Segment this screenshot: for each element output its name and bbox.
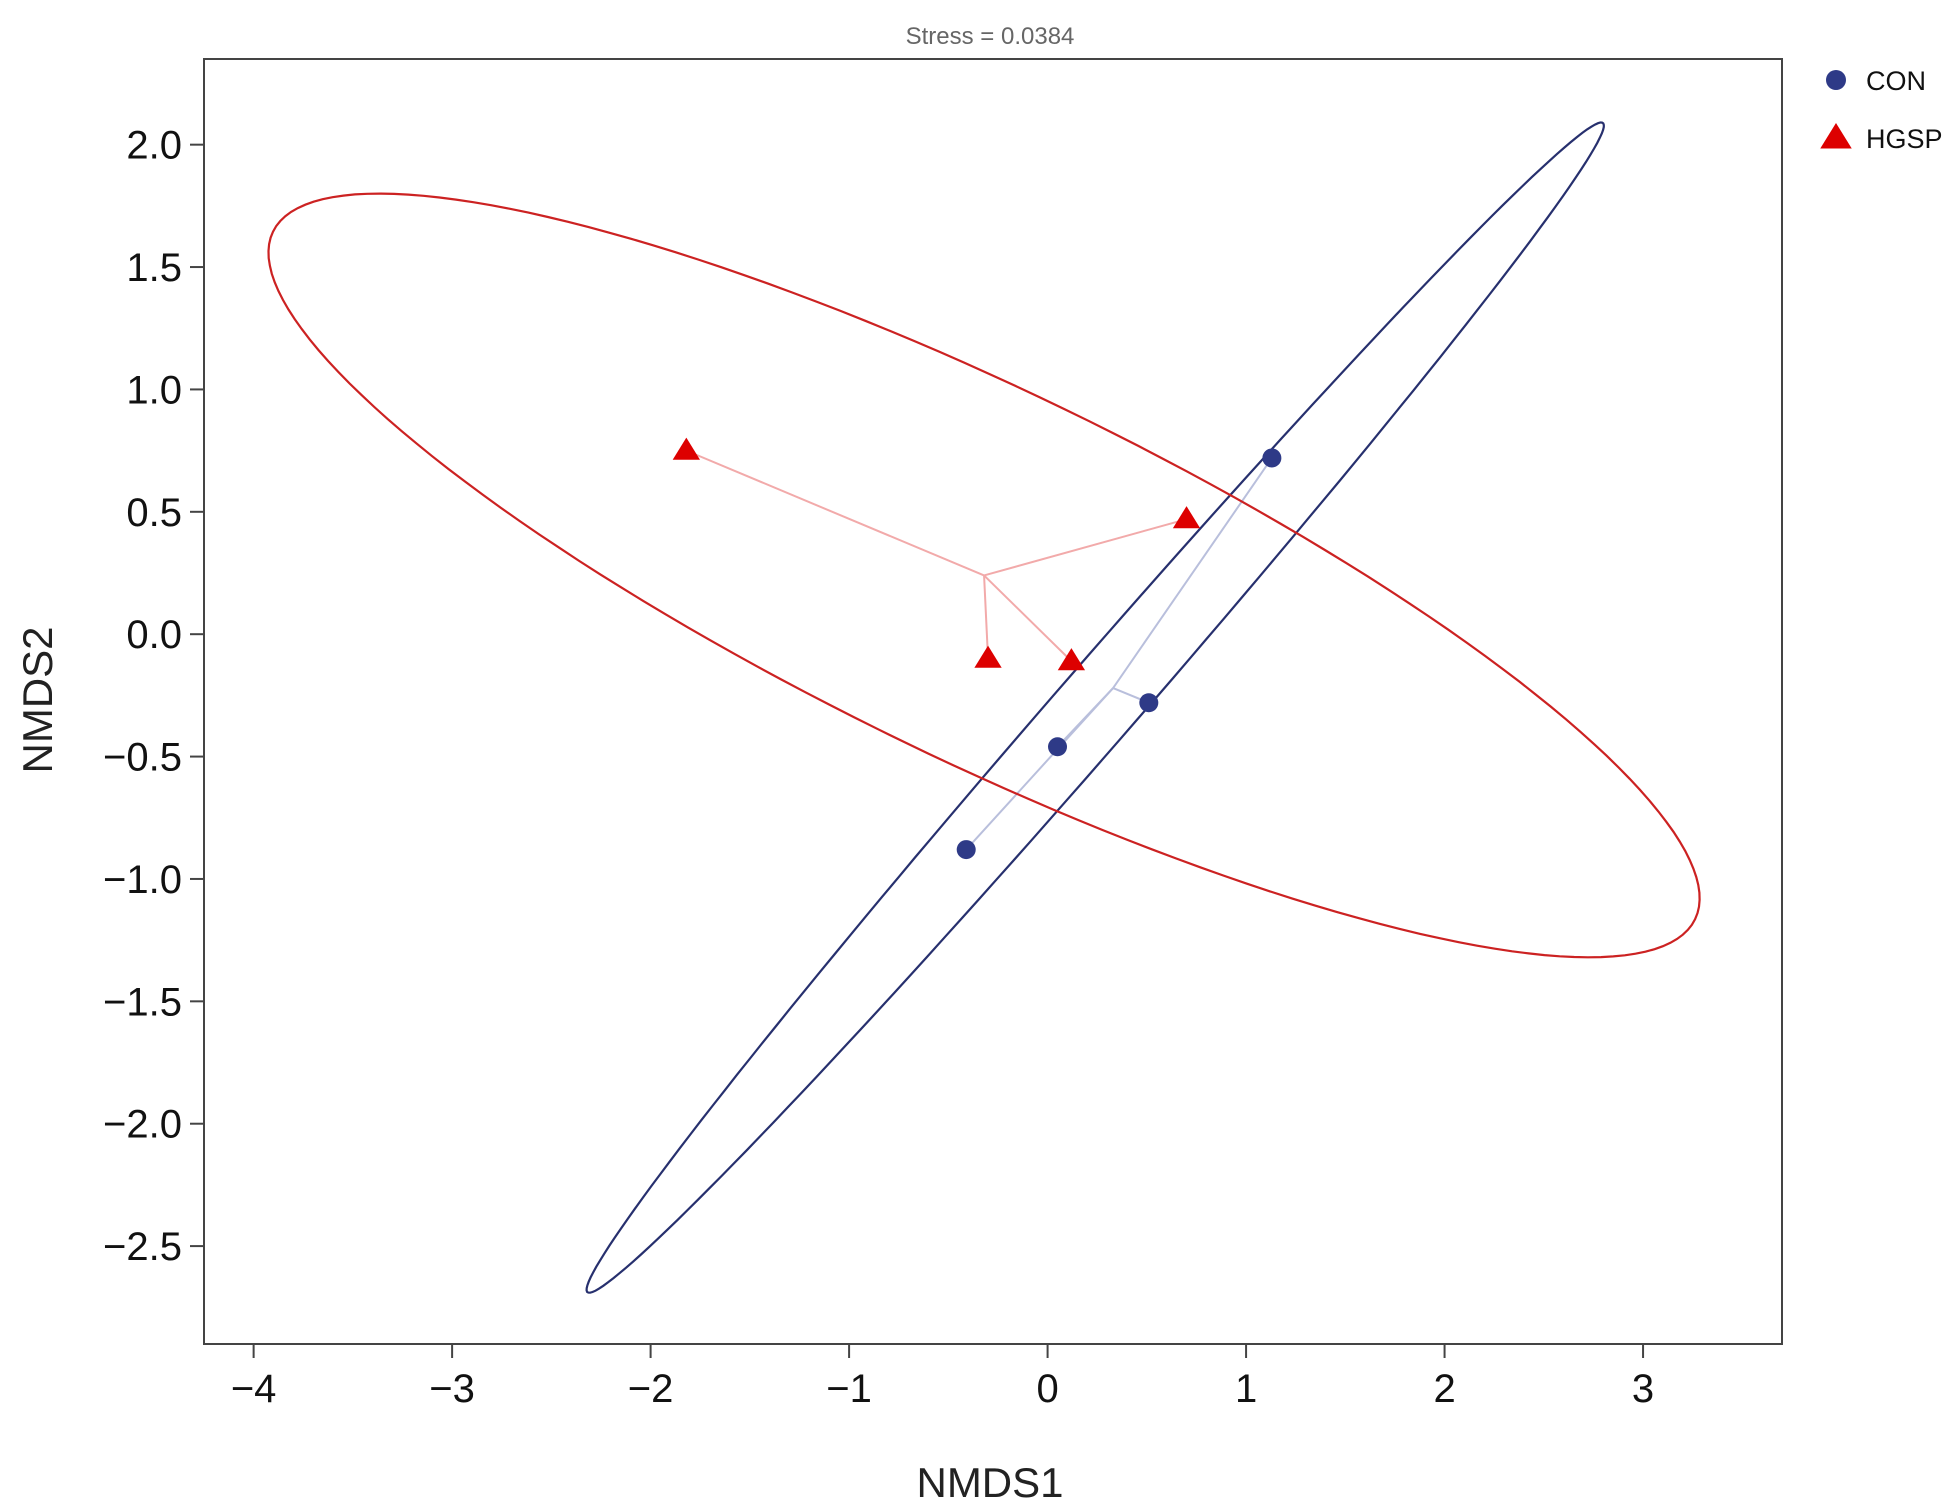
- y-tick-label-0-5: 0.5: [126, 491, 182, 535]
- x-axis-title: NMDS1: [916, 1459, 1063, 1506]
- point-hgsp-2: [1172, 506, 1201, 529]
- plot-frame: [203, 58, 1783, 1345]
- chart-subtitle: Stress = 0.0384: [906, 23, 1075, 50]
- x-tick-label-3: 3: [1632, 1367, 1654, 1411]
- point-hgsp-1: [672, 437, 700, 460]
- point-con-4: [956, 840, 976, 860]
- legend-marker-hgsp: [1820, 123, 1852, 149]
- y-tick-label-2: 2.0: [126, 124, 182, 168]
- x-tick-label--3: −3: [429, 1367, 475, 1411]
- ellipse-con: [585, 121, 1605, 1294]
- point-con-2: [1139, 693, 1159, 713]
- spider-line-hgsp-1: [685, 449, 985, 577]
- y-tick-label-1: 1.0: [126, 368, 182, 412]
- y-tick-label--0-5: −0.5: [103, 736, 182, 780]
- x-tick-label--1: −1: [826, 1367, 872, 1411]
- x-tick-label-0: 0: [1036, 1367, 1058, 1411]
- y-axis-title: NMDS2: [14, 626, 61, 773]
- y-tick-label--2-5: −2.5: [103, 1225, 182, 1269]
- x-tick-label--2: −2: [628, 1367, 674, 1411]
- spider-line-hgsp-3: [983, 575, 990, 659]
- y-tick-label--2: −2.0: [103, 1103, 182, 1147]
- y-tick-label-1-5: 1.5: [126, 246, 182, 290]
- x-tick-label-1: 1: [1235, 1367, 1257, 1411]
- point-con-1: [1262, 448, 1282, 468]
- point-hgsp-4: [1057, 648, 1086, 671]
- legend-label-con: CON: [1866, 66, 1926, 96]
- x-tick-label-2: 2: [1433, 1367, 1455, 1411]
- legend: CON HGSP: [1820, 66, 1943, 154]
- point-con-3: [1048, 737, 1068, 757]
- point-hgsp-3: [974, 645, 1002, 668]
- y-tick-label-0: 0.0: [126, 613, 182, 657]
- legend-marker-con: [1826, 70, 1846, 90]
- axes-layer: −4 −3 −2 −1 0 1 2 3 2.0 1.5 1.0 0.5 0.0 −0.5 −1.0 −1.5 −…: [103, 124, 1654, 1411]
- spider-line-hgsp-4: [983, 574, 1073, 662]
- spider-line-con-4: [965, 687, 1114, 851]
- x-tick-label--4: −4: [231, 1367, 277, 1411]
- legend-label-hgsp: HGSP: [1866, 124, 1943, 154]
- y-tick-label--1-5: −1.5: [103, 980, 182, 1024]
- plot-layer: [267, 121, 1701, 1294]
- spider-line-hgsp-2: [983, 518, 1187, 577]
- spider-line-con-1: [1112, 457, 1273, 689]
- ellipse-hgsp: [267, 192, 1701, 959]
- y-tick-label--1: −1.0: [103, 858, 182, 902]
